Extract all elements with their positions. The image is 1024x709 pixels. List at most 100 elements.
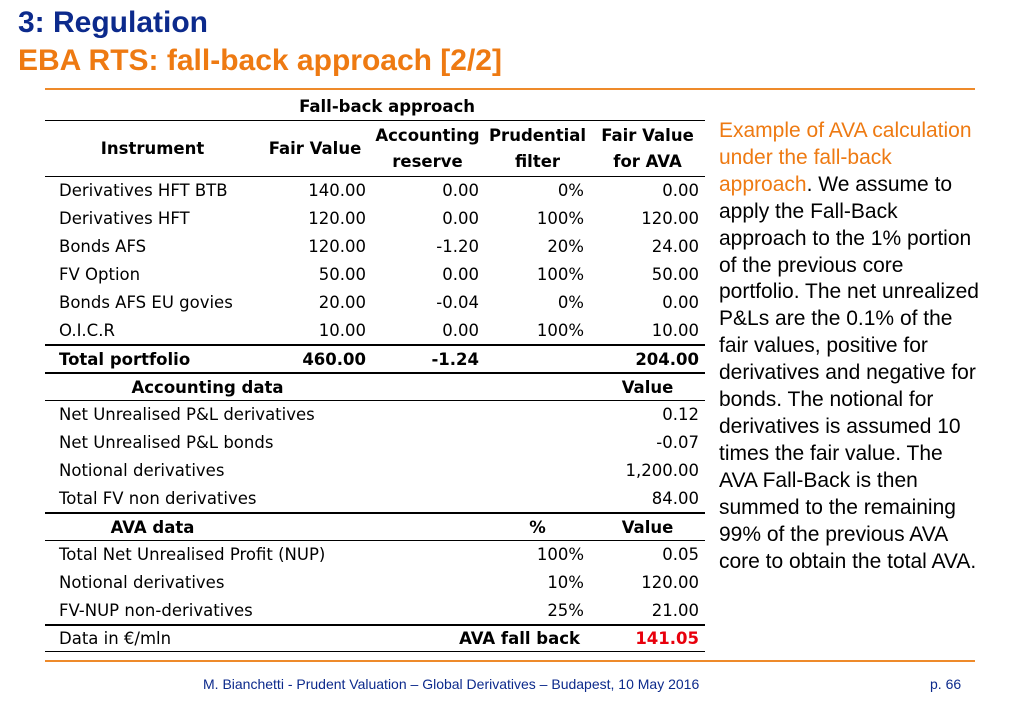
cell-reserve: -1.20 xyxy=(436,236,479,256)
table-row: FV-NUP non-derivatives 25% 21.00 xyxy=(45,596,705,624)
table-row: Net Unrealised P&L derivatives 0.12 xyxy=(45,400,705,428)
accounting-header: Accounting data xyxy=(131,377,284,397)
ava-value: 0.05 xyxy=(662,545,699,564)
accounting-header-row: Accounting data Value xyxy=(45,372,705,400)
cell-fair-value: 120.00 xyxy=(308,208,366,228)
slide-title: 3: Regulation xyxy=(18,6,209,39)
accounting-value: 84.00 xyxy=(651,488,699,508)
explanation-highlight: Example of AVA calculation under the fal… xyxy=(719,119,972,196)
ava-pct: 10% xyxy=(547,572,584,592)
cell-filter: 100% xyxy=(536,320,584,340)
cell-instrument: Bonds AFS EU govies xyxy=(59,292,233,312)
accounting-label: Net Unrealised P&L bonds xyxy=(59,432,274,452)
cell-instrument: Bonds AFS xyxy=(59,236,147,256)
cell-filter: 0% xyxy=(557,292,584,312)
cell-fair-value: 50.00 xyxy=(318,264,366,284)
accounting-value: -0.07 xyxy=(656,432,699,452)
cell-instrument: Derivatives HFT BTB xyxy=(59,181,228,200)
col-instrument: Instrument xyxy=(100,138,205,158)
cell-fv-ava: 10.00 xyxy=(651,320,699,340)
accounting-label: Total FV non derivatives xyxy=(59,488,257,508)
cell-filter: 100% xyxy=(536,208,584,228)
ava-label: Notional derivatives xyxy=(59,572,225,592)
table-row: Total Net Unrealised Profit (NUP) 100% 0… xyxy=(45,540,705,568)
data-units-note: Data in €/mln xyxy=(59,629,172,648)
cell-filter: 0% xyxy=(557,181,584,200)
cell-fv-ava: 0.00 xyxy=(662,292,699,312)
table-row: Derivatives HFT BTB 140.00 0.00 0% 0.00 xyxy=(45,176,705,204)
col-fv-for-ava: Fair Value for AVA xyxy=(590,123,705,175)
table-row: Notional derivatives 10% 120.00 xyxy=(45,568,705,596)
cell-instrument: O.I.C.R xyxy=(59,320,115,340)
cell-instrument: FV Option xyxy=(59,264,141,284)
cell-fv-ava: 0.00 xyxy=(662,181,699,200)
accounting-label: Notional derivatives xyxy=(59,460,225,480)
total-fair-value: 460.00 xyxy=(302,349,366,369)
cell-reserve: -0.04 xyxy=(436,292,479,312)
table-caption-row: Fall-back approach xyxy=(45,92,705,120)
col-prudential-filter-line2: filter xyxy=(514,151,561,171)
table-row: Bonds AFS EU govies 20.00 -0.04 0% 0.00 xyxy=(45,288,705,316)
slide-subtitle: EBA RTS: fall-back approach [2/2] xyxy=(18,44,502,77)
fallback-table: Fall-back approach Instrument Fair Value… xyxy=(45,92,705,652)
total-fv-ava: 204.00 xyxy=(635,349,699,369)
cell-reserve: 0.00 xyxy=(442,320,479,340)
table-row: Notional derivatives 1,200.00 xyxy=(45,456,705,484)
accounting-value: 1,200.00 xyxy=(625,460,699,480)
cell-instrument: Derivatives HFT xyxy=(59,208,190,228)
cell-fair-value: 140.00 xyxy=(308,181,366,200)
col-prudential-filter-line1: Prudential xyxy=(488,125,587,145)
bottom-divider xyxy=(45,660,975,662)
top-divider xyxy=(45,88,975,90)
table-row: Total FV non derivatives 84.00 xyxy=(45,484,705,512)
table-row: Derivatives HFT 120.00 0.00 100% 120.00 xyxy=(45,204,705,232)
cell-fair-value: 10.00 xyxy=(318,320,366,340)
ava-value-header: Value xyxy=(621,517,674,537)
ava-fallback-label: AVA fall back xyxy=(459,629,580,648)
cell-fv-ava: 24.00 xyxy=(651,236,699,256)
ava-pct: 100% xyxy=(536,545,584,564)
table-row: O.I.C.R 10.00 0.00 100% 10.00 xyxy=(45,316,705,344)
col-fv-for-ava-line1: Fair Value xyxy=(601,125,694,145)
cell-fv-ava: 120.00 xyxy=(641,208,699,228)
col-accounting-reserve: Accounting reserve xyxy=(370,123,485,175)
table-row: Bonds AFS 120.00 -1.20 20% 24.00 xyxy=(45,232,705,260)
cell-reserve: 0.00 xyxy=(442,181,479,200)
cell-fair-value: 120.00 xyxy=(308,236,366,256)
ava-value: 21.00 xyxy=(651,600,699,620)
ava-value: 120.00 xyxy=(641,572,699,592)
table-header-row: Instrument Fair Value Accounting reserve… xyxy=(45,120,705,176)
col-accounting-reserve-line1: Accounting xyxy=(375,125,480,145)
explanation-text: Example of AVA calculation under the fal… xyxy=(719,118,979,575)
ava-pct: 25% xyxy=(547,600,584,620)
ava-header: AVA data xyxy=(110,517,195,537)
table-row: Net Unrealised P&L bonds -0.07 xyxy=(45,428,705,456)
col-accounting-reserve-line2: reserve xyxy=(392,151,463,171)
table-row: FV Option 50.00 0.00 100% 50.00 xyxy=(45,260,705,288)
ava-label: FV-NUP non-derivatives xyxy=(59,600,253,620)
ava-pct-header: % xyxy=(529,517,546,537)
cell-reserve: 0.00 xyxy=(442,208,479,228)
cell-filter: 100% xyxy=(536,264,584,284)
page-number: p. 66 xyxy=(930,676,962,692)
ava-label: Total Net Unrealised Profit (NUP) xyxy=(59,545,326,564)
col-fv-for-ava-line2: for AVA xyxy=(613,151,682,171)
ava-fallback-row: Data in €/mln AVA fall back 141.05 xyxy=(45,624,705,652)
explanation-body: . We assume to apply the Fall-Back appro… xyxy=(719,172,979,573)
cell-filter: 20% xyxy=(547,236,584,256)
cell-fair-value: 20.00 xyxy=(318,292,366,312)
footer-text: M. Bianchetti - Prudent Valuation – Glob… xyxy=(203,676,700,692)
cell-reserve: 0.00 xyxy=(442,264,479,284)
cell-fv-ava: 50.00 xyxy=(651,264,699,284)
col-fair-value: Fair Value xyxy=(268,138,362,158)
accounting-value: 0.12 xyxy=(662,405,699,424)
table-caption: Fall-back approach xyxy=(299,96,475,116)
total-portfolio-row: Total portfolio 460.00 -1.24 204.00 xyxy=(45,344,705,372)
ava-fallback-value: 141.05 xyxy=(635,629,699,648)
total-reserve: -1.24 xyxy=(431,349,479,369)
accounting-value-header: Value xyxy=(621,377,674,397)
ava-header-row: AVA data % Value xyxy=(45,512,705,540)
total-label: Total portfolio xyxy=(59,349,191,369)
col-prudential-filter: Prudential filter xyxy=(485,123,590,175)
accounting-label: Net Unrealised P&L derivatives xyxy=(59,405,315,424)
